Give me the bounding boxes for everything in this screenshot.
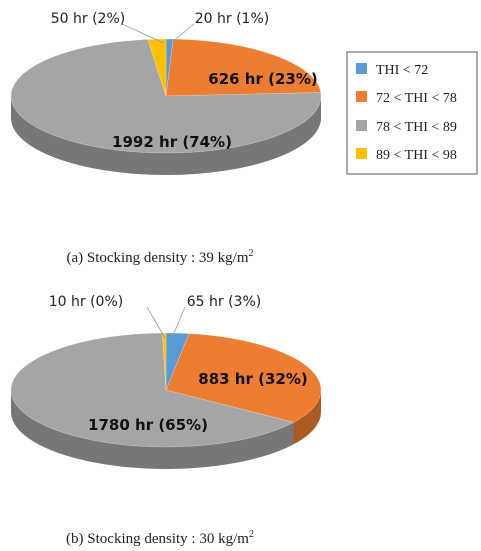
leader-line	[170, 23, 195, 44]
slice-label: 50 hr (2%)	[51, 11, 125, 27]
pie-chart-a: 20 hr (1%) 626 hr (23%) 1992 hr (74%) 50 hr…	[10, 11, 322, 175]
pie-slice	[165, 333, 322, 423]
legend-swatch	[356, 148, 367, 159]
leader-line	[171, 306, 186, 339]
legend-frame	[346, 51, 478, 175]
slice-label: 1992 hr (74%)	[112, 133, 232, 151]
slice-label: 883 hr (32%)	[198, 370, 307, 388]
pie-chart-b: 65 hr (3%) 883 hr (32%) 1780 hr (65%) 10 hr…	[10, 294, 322, 469]
leader-line	[146, 306, 166, 339]
slice-label: 65 hr (3%)	[187, 294, 261, 310]
pie-side-wall	[293, 390, 321, 445]
legend-label: 89 < THI < 98	[376, 148, 457, 163]
caption-b: (b) Stocking density : 30 kg/m2	[66, 529, 254, 547]
pie-side-wall	[11, 390, 294, 469]
slice-label: 20 hr (1%)	[195, 11, 269, 27]
pie-side-wall	[11, 96, 321, 175]
legend-swatch	[356, 120, 367, 131]
slice-label: 1780 hr (65%)	[88, 416, 208, 434]
legend-label: 78 < THI < 89	[376, 120, 457, 135]
pie-slice	[165, 38, 174, 97]
slice-label: 10 hr (0%)	[49, 294, 123, 310]
legend: THI < 72 72 < THI < 78 78 < THI < 89 89 …	[346, 51, 478, 175]
leader-line	[121, 23, 165, 44]
pie-slice	[10, 332, 295, 448]
pie-slice	[147, 38, 167, 97]
pie-slice	[165, 332, 190, 391]
legend-swatch	[356, 91, 367, 102]
legend-label: THI < 72	[376, 63, 428, 78]
pie-slice	[165, 38, 322, 97]
pie-slice	[10, 39, 322, 154]
slice-label: 626 hr (23%)	[208, 70, 317, 88]
caption-a: (a) Stocking density : 39 kg/m2	[66, 248, 253, 266]
legend-label: 72 < THI < 78	[376, 91, 457, 106]
legend-swatch	[356, 63, 367, 74]
